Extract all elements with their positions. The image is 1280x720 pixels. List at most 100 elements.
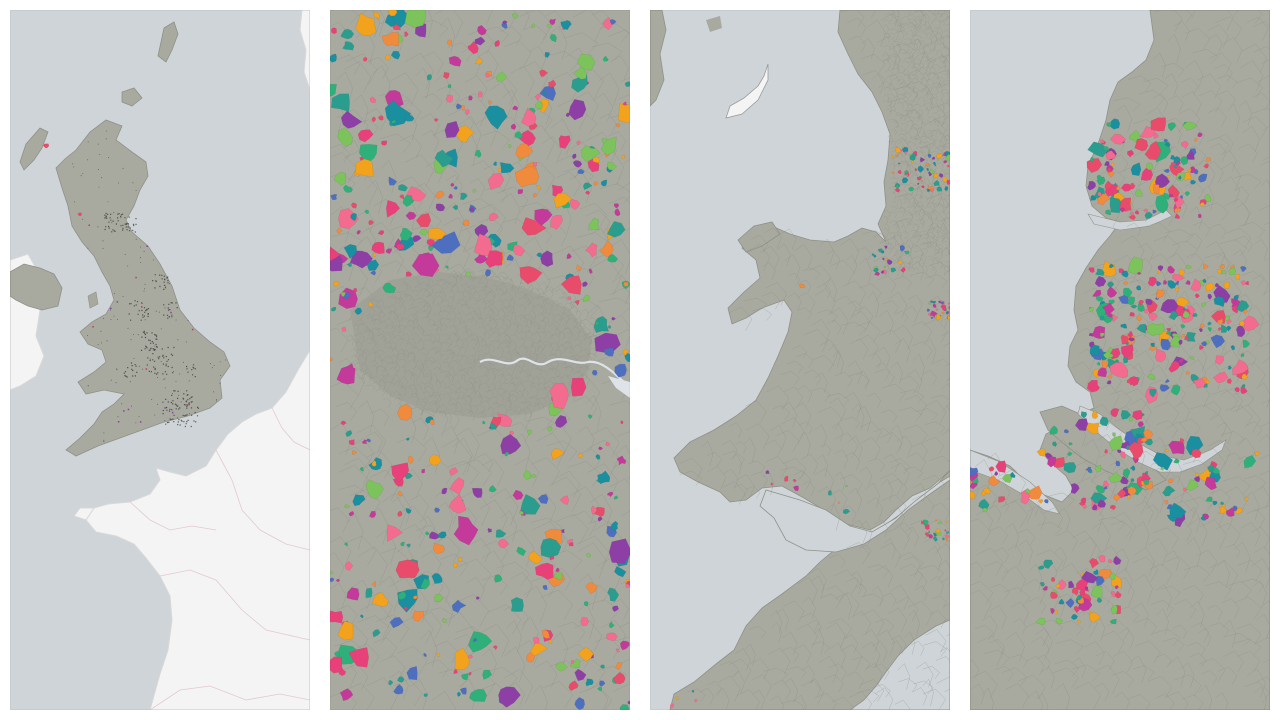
highlighted-area	[431, 573, 443, 584]
highlighted-area	[1219, 263, 1226, 269]
map-panel-wales-southwest[interactable]	[650, 10, 950, 710]
highlighted-area	[1203, 163, 1209, 169]
highlighted-area	[1154, 348, 1167, 363]
highlighted-area	[899, 148, 903, 152]
highlighted-area	[1231, 298, 1237, 305]
highlighted-area	[499, 161, 515, 174]
highlighted-area	[403, 605, 409, 612]
highlighted-area	[937, 300, 942, 304]
orkney-islands	[121, 87, 143, 107]
highlighted-area	[340, 28, 355, 40]
highlighted-area	[1117, 449, 1122, 454]
highlighted-area	[429, 531, 441, 540]
highlighted-area	[117, 421, 120, 423]
highlighted-area	[1142, 479, 1150, 486]
highlighted-area	[397, 403, 413, 421]
highlighted-area	[450, 182, 455, 187]
highlighted-area	[88, 224, 90, 226]
highlighted-area	[895, 153, 899, 157]
ireland-coast-fragment	[650, 10, 667, 107]
highlighted-area	[453, 515, 479, 546]
highlighted-area	[1150, 342, 1155, 347]
highlighted-area	[1185, 371, 1191, 376]
highlighted-area	[928, 302, 932, 306]
highlighted-area	[623, 281, 629, 287]
map-panel-london-region[interactable]	[330, 10, 630, 710]
highlighted-area	[392, 10, 410, 28]
highlighted-area	[1051, 441, 1057, 447]
highlighted-area	[1094, 268, 1105, 276]
highlighted-area	[926, 188, 931, 193]
highlighted-area	[555, 567, 560, 572]
highlighted-area	[897, 162, 901, 165]
highlighted-area	[345, 430, 353, 438]
highlighted-area	[1102, 480, 1110, 488]
highlighted-area	[351, 450, 358, 456]
highlighted-area	[998, 496, 1006, 503]
highlighted-area	[591, 370, 598, 376]
highlighted-area	[903, 170, 909, 174]
map-panel-great-britain-overview[interactable]	[10, 10, 310, 710]
highlighted-area	[553, 192, 572, 209]
great-britain-landmass	[55, 119, 231, 457]
highlighted-area	[442, 617, 447, 623]
highlighted-area	[1086, 379, 1098, 393]
highlighted-area	[385, 54, 391, 61]
highlighted-area	[369, 510, 377, 518]
highlighted-area	[398, 184, 408, 192]
highlighted-area	[454, 647, 470, 671]
scandinavia-landmass	[299, 10, 310, 91]
highlighted-area	[542, 90, 547, 95]
highlighted-area	[943, 529, 947, 532]
boundary-lines	[679, 10, 950, 710]
highlighted-area	[1127, 296, 1135, 306]
highlighted-area	[516, 546, 527, 557]
highlighted-area	[917, 165, 924, 173]
highlighted-area	[619, 704, 630, 710]
highlighted-area	[1086, 158, 1103, 174]
highlighted-area	[1088, 611, 1102, 624]
highlighted-area	[1143, 308, 1150, 314]
highlighted-area	[694, 699, 698, 703]
highlighted-area	[412, 235, 422, 243]
highlighted-area	[605, 441, 611, 447]
highlighted-area	[330, 53, 337, 63]
highlighted-area	[1097, 191, 1102, 197]
highlighted-area	[164, 407, 166, 409]
highlighted-areas	[970, 117, 1260, 626]
highlighted-area	[1207, 293, 1213, 300]
ireland-islet	[706, 16, 722, 32]
highlighted-area	[1190, 166, 1196, 174]
highlighted-area	[549, 556, 555, 561]
highlighted-area	[914, 167, 918, 172]
highlighted-area	[602, 55, 609, 62]
highlighted-area	[608, 325, 612, 329]
highlighted-area	[1128, 149, 1134, 154]
highlighted-area	[597, 516, 603, 522]
highlighted-area	[886, 259, 893, 266]
boundary-lines	[970, 10, 1270, 710]
highlighted-area	[573, 66, 587, 80]
highlighted-area	[460, 192, 468, 201]
highlighted-area	[1089, 332, 1094, 337]
highlighted-area	[1178, 268, 1185, 277]
highlighted-area	[1092, 503, 1098, 511]
northern-ireland-landmass	[10, 263, 63, 311]
highlighted-area	[598, 446, 603, 451]
highlighted-area	[353, 288, 358, 293]
highlighted-area	[600, 136, 617, 156]
highlighted-area	[1228, 267, 1236, 276]
highlighted-area	[936, 186, 943, 192]
highlighted-area	[468, 671, 472, 676]
highlighted-area	[548, 79, 557, 89]
highlighted-area	[448, 193, 453, 199]
highlighted-area	[1122, 356, 1129, 364]
highlighted-area	[1127, 486, 1137, 496]
highlighted-area	[402, 194, 413, 208]
highlighted-area	[1234, 273, 1240, 280]
highlighted-area	[435, 190, 445, 200]
map-panel-liverpool-mersey[interactable]	[970, 10, 1270, 710]
highlighted-area	[584, 242, 598, 258]
highlighted-area	[995, 460, 1007, 473]
highlighted-area	[352, 494, 366, 507]
